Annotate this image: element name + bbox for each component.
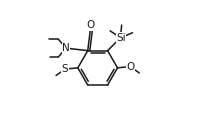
Text: S: S [61, 64, 68, 74]
Text: Si: Si [116, 33, 125, 43]
Text: O: O [126, 62, 134, 72]
Text: N: N [62, 43, 69, 53]
Text: O: O [86, 20, 94, 30]
